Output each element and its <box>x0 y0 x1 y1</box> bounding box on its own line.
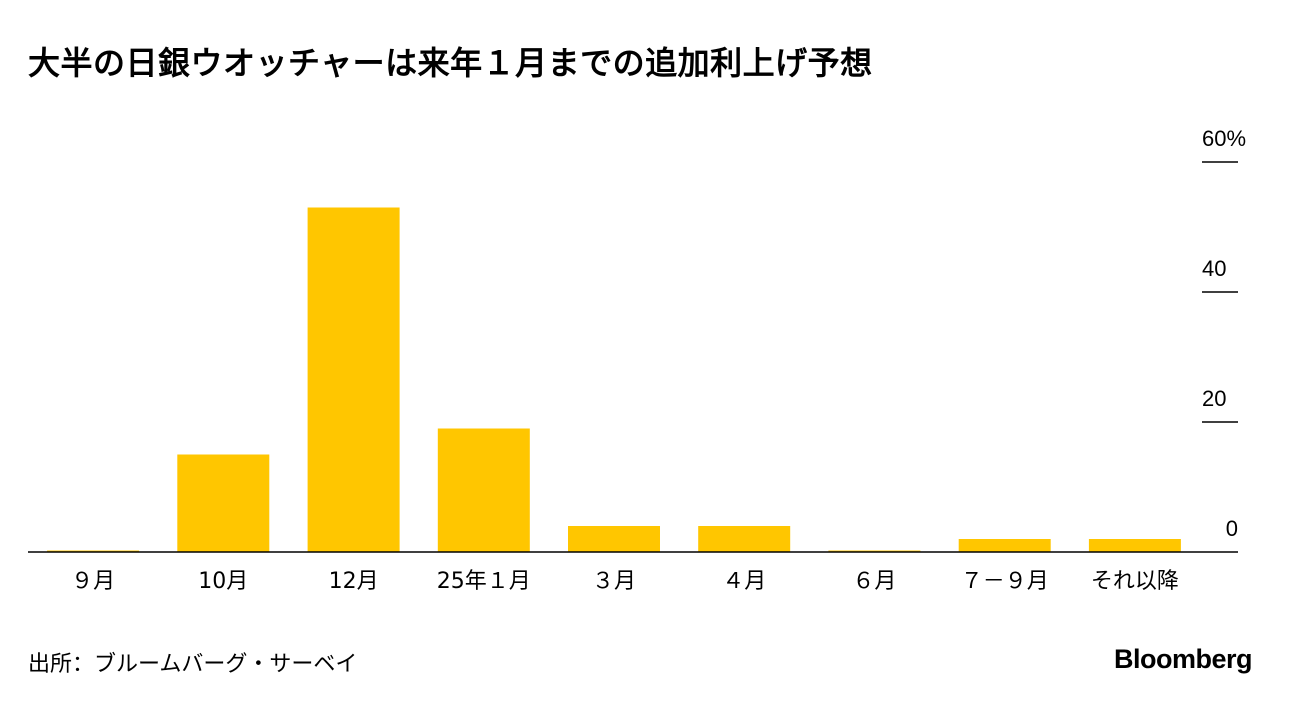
x-tick-label: 25年１月 <box>437 569 531 594</box>
y-axis: 0 20 40 60% <box>1202 126 1246 541</box>
bars-group <box>47 207 1181 552</box>
y-tick-label: 20 <box>1202 386 1226 411</box>
bloomberg-logo: Bloomberg <box>1113 644 1253 674</box>
x-axis-labels: ９月 10月 12月 25年１月 ３月 ４月 ６月 ７－９月 それ以降 <box>71 569 1179 594</box>
x-tick-label: ９月 <box>71 569 115 594</box>
bar-cat-2 <box>177 454 270 552</box>
bar-cat-4 <box>437 428 530 552</box>
x-tick-label: ３月 <box>592 569 636 594</box>
x-tick-label: それ以降 <box>1091 569 1179 594</box>
x-tick-label: ７－９月 <box>961 569 1049 594</box>
source-note: 出所：ブルームバーグ・サーベイ <box>28 652 358 677</box>
y-tick-label: 0 <box>1226 516 1238 541</box>
bar-cat-3 <box>307 207 400 552</box>
bar-cat-5 <box>568 526 660 552</box>
y-tick-label: 40 <box>1202 256 1226 281</box>
chart-title: 大半の日銀ウオッチャーは来年１月までの追加利上げ予想 <box>28 44 873 82</box>
bar-cat-9 <box>1088 539 1181 552</box>
x-tick-label: 10月 <box>198 569 248 594</box>
bar-cat-6 <box>698 526 791 552</box>
y-tick-label: 60% <box>1202 126 1246 151</box>
x-tick-label: ６月 <box>852 569 896 594</box>
bar-cat-8 <box>958 539 1051 552</box>
x-tick-label: 12月 <box>329 569 379 594</box>
x-tick-label: ４月 <box>722 569 766 594</box>
